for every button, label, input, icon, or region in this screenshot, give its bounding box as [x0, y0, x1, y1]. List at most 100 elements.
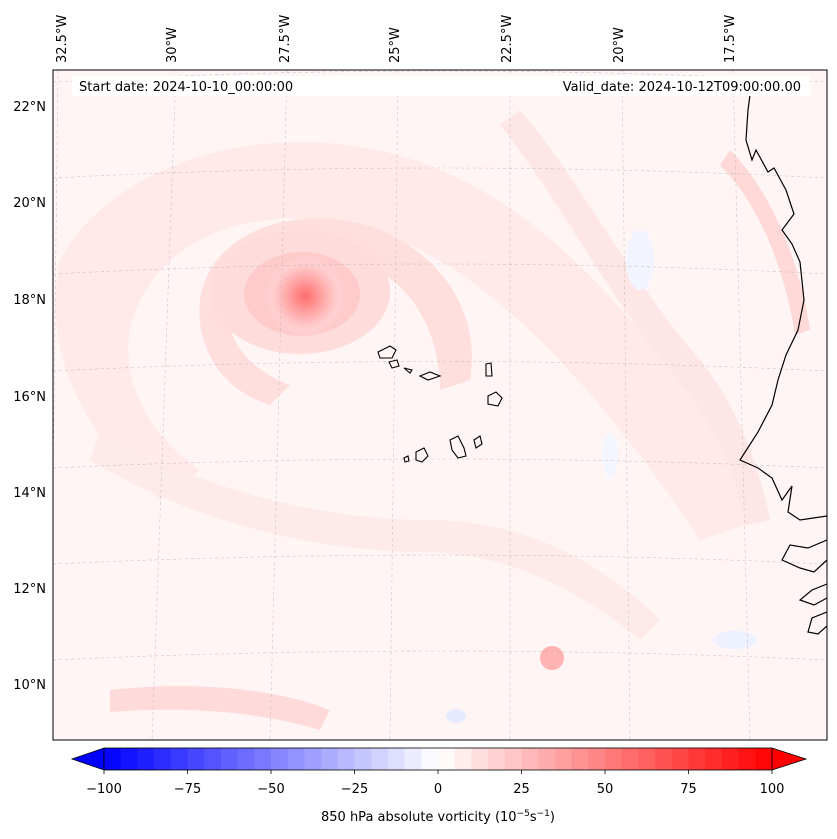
colorbar-tick-label: −50	[257, 782, 284, 797]
colorbar-segment	[655, 748, 673, 770]
colorbar-segment	[271, 748, 289, 770]
negative-patch	[626, 230, 654, 290]
colorbar-segment	[688, 748, 706, 770]
colorbar-tick-label: 0	[434, 782, 442, 797]
colorbar-segment	[120, 748, 138, 770]
lon-label: 22.5°W	[500, 15, 515, 63]
colorbar-segment	[705, 748, 723, 770]
colorbar-segment	[471, 748, 489, 770]
island-sao-vicente	[388, 359, 400, 369]
gridlines	[53, 70, 827, 740]
colorbar-segment	[738, 748, 756, 770]
colorbar-segment	[404, 748, 422, 770]
colorbar-segment	[571, 748, 589, 770]
vorticity-band-lower	[110, 686, 330, 730]
colorbar-label-sup1: −5	[517, 809, 530, 819]
colorbar-segment	[104, 748, 122, 770]
colorbar-segment	[204, 748, 222, 770]
lon-label: 25°W	[388, 27, 403, 63]
lat-label: 22°N	[13, 100, 46, 115]
colorbar-label-main: 850 hPa absolute vorticity (10	[321, 810, 517, 825]
map-panel: Start date: 2024-10-10_00:00:00 Valid_da…	[52, 69, 828, 741]
negative-patch	[446, 709, 466, 723]
island-sal	[485, 362, 493, 377]
vorticity-band-east	[500, 110, 770, 525]
colorbar-segment	[721, 748, 740, 770]
colorbar-tick-label: −25	[341, 782, 368, 797]
colorbar-segment	[488, 748, 506, 770]
lon-label: 27.5°W	[278, 15, 293, 63]
colorbar-segment	[304, 748, 322, 770]
colorbar-tick-label: 50	[597, 782, 614, 797]
colorbar-segment	[621, 748, 639, 770]
vorticity-band-far-east	[720, 150, 810, 335]
colorbar-label-mid: s	[530, 810, 537, 825]
longitude-labels: 32.5°W 30°W 27.5°W 25°W 22.5°W 20°W 17.5…	[55, 15, 738, 63]
valid-date-label: Valid_date: 2024-10-12T09:00:00.00	[563, 80, 801, 95]
colorbar-segment	[638, 748, 656, 770]
lat-label: 14°N	[13, 486, 46, 501]
africa-coastline	[739, 79, 827, 635]
colorbar-segment	[671, 748, 689, 770]
colorbar-segment	[554, 748, 573, 770]
colorbar-segment	[538, 748, 556, 770]
info-box	[72, 76, 810, 96]
colorbar-segment	[588, 748, 606, 770]
colorbar-segment	[521, 748, 539, 770]
colorbar-segment	[220, 748, 239, 770]
colorbar-segment	[371, 748, 389, 770]
colorbar-tick-label: 25	[513, 782, 530, 797]
colorbar-tick-label: −75	[174, 782, 201, 797]
island-santo-antao	[377, 345, 397, 359]
lat-label: 10°N	[13, 678, 46, 693]
island-boa-vista	[487, 391, 503, 407]
colorbar-segment	[254, 748, 272, 770]
colorbar-segment	[154, 748, 172, 770]
start-date-label: Start date: 2024-10-10_00:00:00	[79, 80, 293, 95]
lon-label: 30°W	[165, 27, 180, 63]
vorticity-band-outer	[55, 142, 761, 540]
colorbar-segment	[287, 748, 305, 770]
lat-label: 18°N	[13, 293, 46, 308]
colorbar-segment	[438, 748, 456, 770]
colorbar-segment	[421, 748, 439, 770]
colorbar-segment	[605, 748, 623, 770]
island-fogo	[415, 447, 429, 463]
secondary-vortex	[540, 646, 564, 670]
colorbar-tick-label: 75	[680, 782, 697, 797]
colorbar-segment	[337, 748, 355, 770]
colorbar-arrow-max	[771, 747, 808, 771]
lat-label: 16°N	[13, 390, 46, 405]
island-brava	[403, 455, 410, 463]
colorbar-segment	[354, 748, 372, 770]
island-santiago	[449, 435, 467, 459]
lon-label: 32.5°W	[55, 15, 70, 63]
colorbar-arrow-min	[70, 747, 105, 771]
colorbar-segment	[504, 748, 522, 770]
colorbar-segment	[237, 748, 255, 770]
vortex-core	[265, 256, 345, 336]
colorbar-segments	[104, 748, 773, 770]
vorticity-field	[53, 70, 827, 740]
negative-patch	[602, 433, 618, 477]
colorbar-segment	[187, 748, 205, 770]
colorbar-label: 850 hPa absolute vorticity (10−5s−1)	[321, 809, 555, 825]
negative-patch	[713, 631, 757, 649]
colorbar-label-end: )	[550, 810, 555, 825]
island-maio	[473, 435, 483, 449]
colorbar-segment	[321, 748, 339, 770]
colorbar-tick-label: −100	[86, 782, 122, 797]
colorbar-segment	[454, 748, 472, 770]
lat-label: 12°N	[13, 582, 46, 597]
lat-label: 20°N	[13, 196, 46, 211]
colorbar-tick-labels: −100 −75 −50 −25 0 25 50 75 100	[86, 782, 784, 797]
colorbar-ticks	[103, 770, 773, 774]
vorticity-band-south	[90, 430, 660, 640]
cabo-verde-islands	[377, 345, 503, 463]
colorbar: −100 −75 −50 −25 0 25 50 75 100 850 hPa …	[70, 747, 808, 825]
colorbar-segment	[387, 748, 406, 770]
latitude-labels: 22°N 20°N 18°N 16°N 14°N 12°N 10°N	[13, 100, 46, 693]
island-santa-luzia	[403, 367, 413, 374]
lon-label: 17.5°W	[723, 15, 738, 63]
